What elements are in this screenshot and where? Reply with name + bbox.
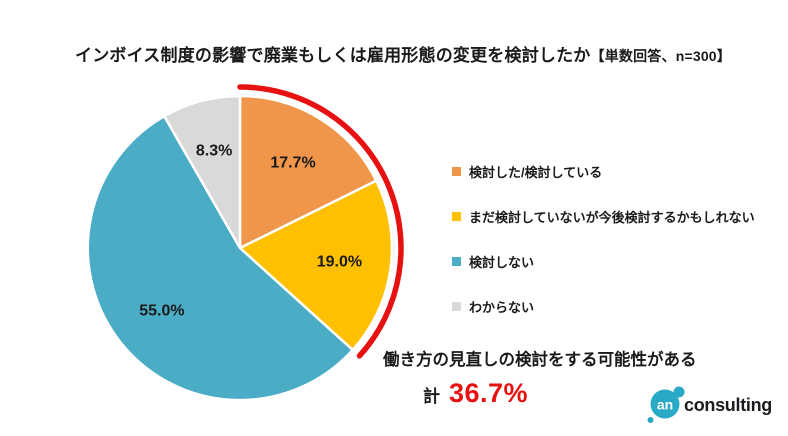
legend: 検討した/検討している まだ検討していないが今後検討するかもしれない 検討しない… [452,162,755,342]
legend-swatch-orange [452,166,461,176]
legend-item-not-consider: 検討しない [452,252,755,270]
pie-data-label-3: 8.3% [196,143,232,160]
pie-data-label-0: 17.7% [270,154,315,171]
legend-label: わからない [469,299,535,315]
legend-swatch-teal [452,256,461,266]
logo-bubble-dot-icon [647,417,654,423]
pie-slice-0 [238,94,378,250]
pie-data-label-1: 19.0% [317,253,362,270]
pie-slice-3 [163,94,242,250]
logo-company-name: consulting [684,395,772,415]
total-prefix: 計 [423,387,440,406]
legend-swatch-gray [452,301,461,311]
legend-swatch-yellow [452,211,461,221]
company-logo-graphic: an consulting [647,386,772,423]
chart-title-main: インボイス制度の影響で廃業もしくは雇用形態の変更を検討したか [75,46,591,65]
legend-item-may-consider: まだ検討していないが今後検討するかもしれない [452,207,755,225]
pie-slice-1 [238,179,394,352]
chart-title: インボイス制度の影響で廃業もしくは雇用形態の変更を検討したか【単数回答、n=30… [75,41,731,66]
legend-item-considered: 検討した/検討している [452,162,755,180]
annotation-total: 計 36.7% [423,378,697,409]
highlight-arc [237,84,404,359]
company-logo: an consulting [630,368,786,432]
highlight-annotation: 働き方の見直しの検討をする可能性がある 計 36.7% [383,346,697,409]
pie-slice-2 [86,114,354,402]
pie-data-label-2: 55.0% [139,303,184,320]
annotation-text: 働き方の見直しの検討をする可能性がある [383,351,697,369]
legend-label: 検討した/検討している [469,164,603,180]
legend-item-unknown: わからない [452,297,755,315]
chart-title-note: 【単数回答、n=300】 [590,48,731,64]
legend-label: 検討しない [469,254,535,270]
legend-label: まだ検討していないが今後検討するかもしれない [469,209,755,225]
logo-mark-circle-icon [650,389,680,419]
logo-mark-text: an [657,397,673,413]
logo-bubble-small-icon [673,386,685,398]
total-value: 36.7% [449,378,529,408]
